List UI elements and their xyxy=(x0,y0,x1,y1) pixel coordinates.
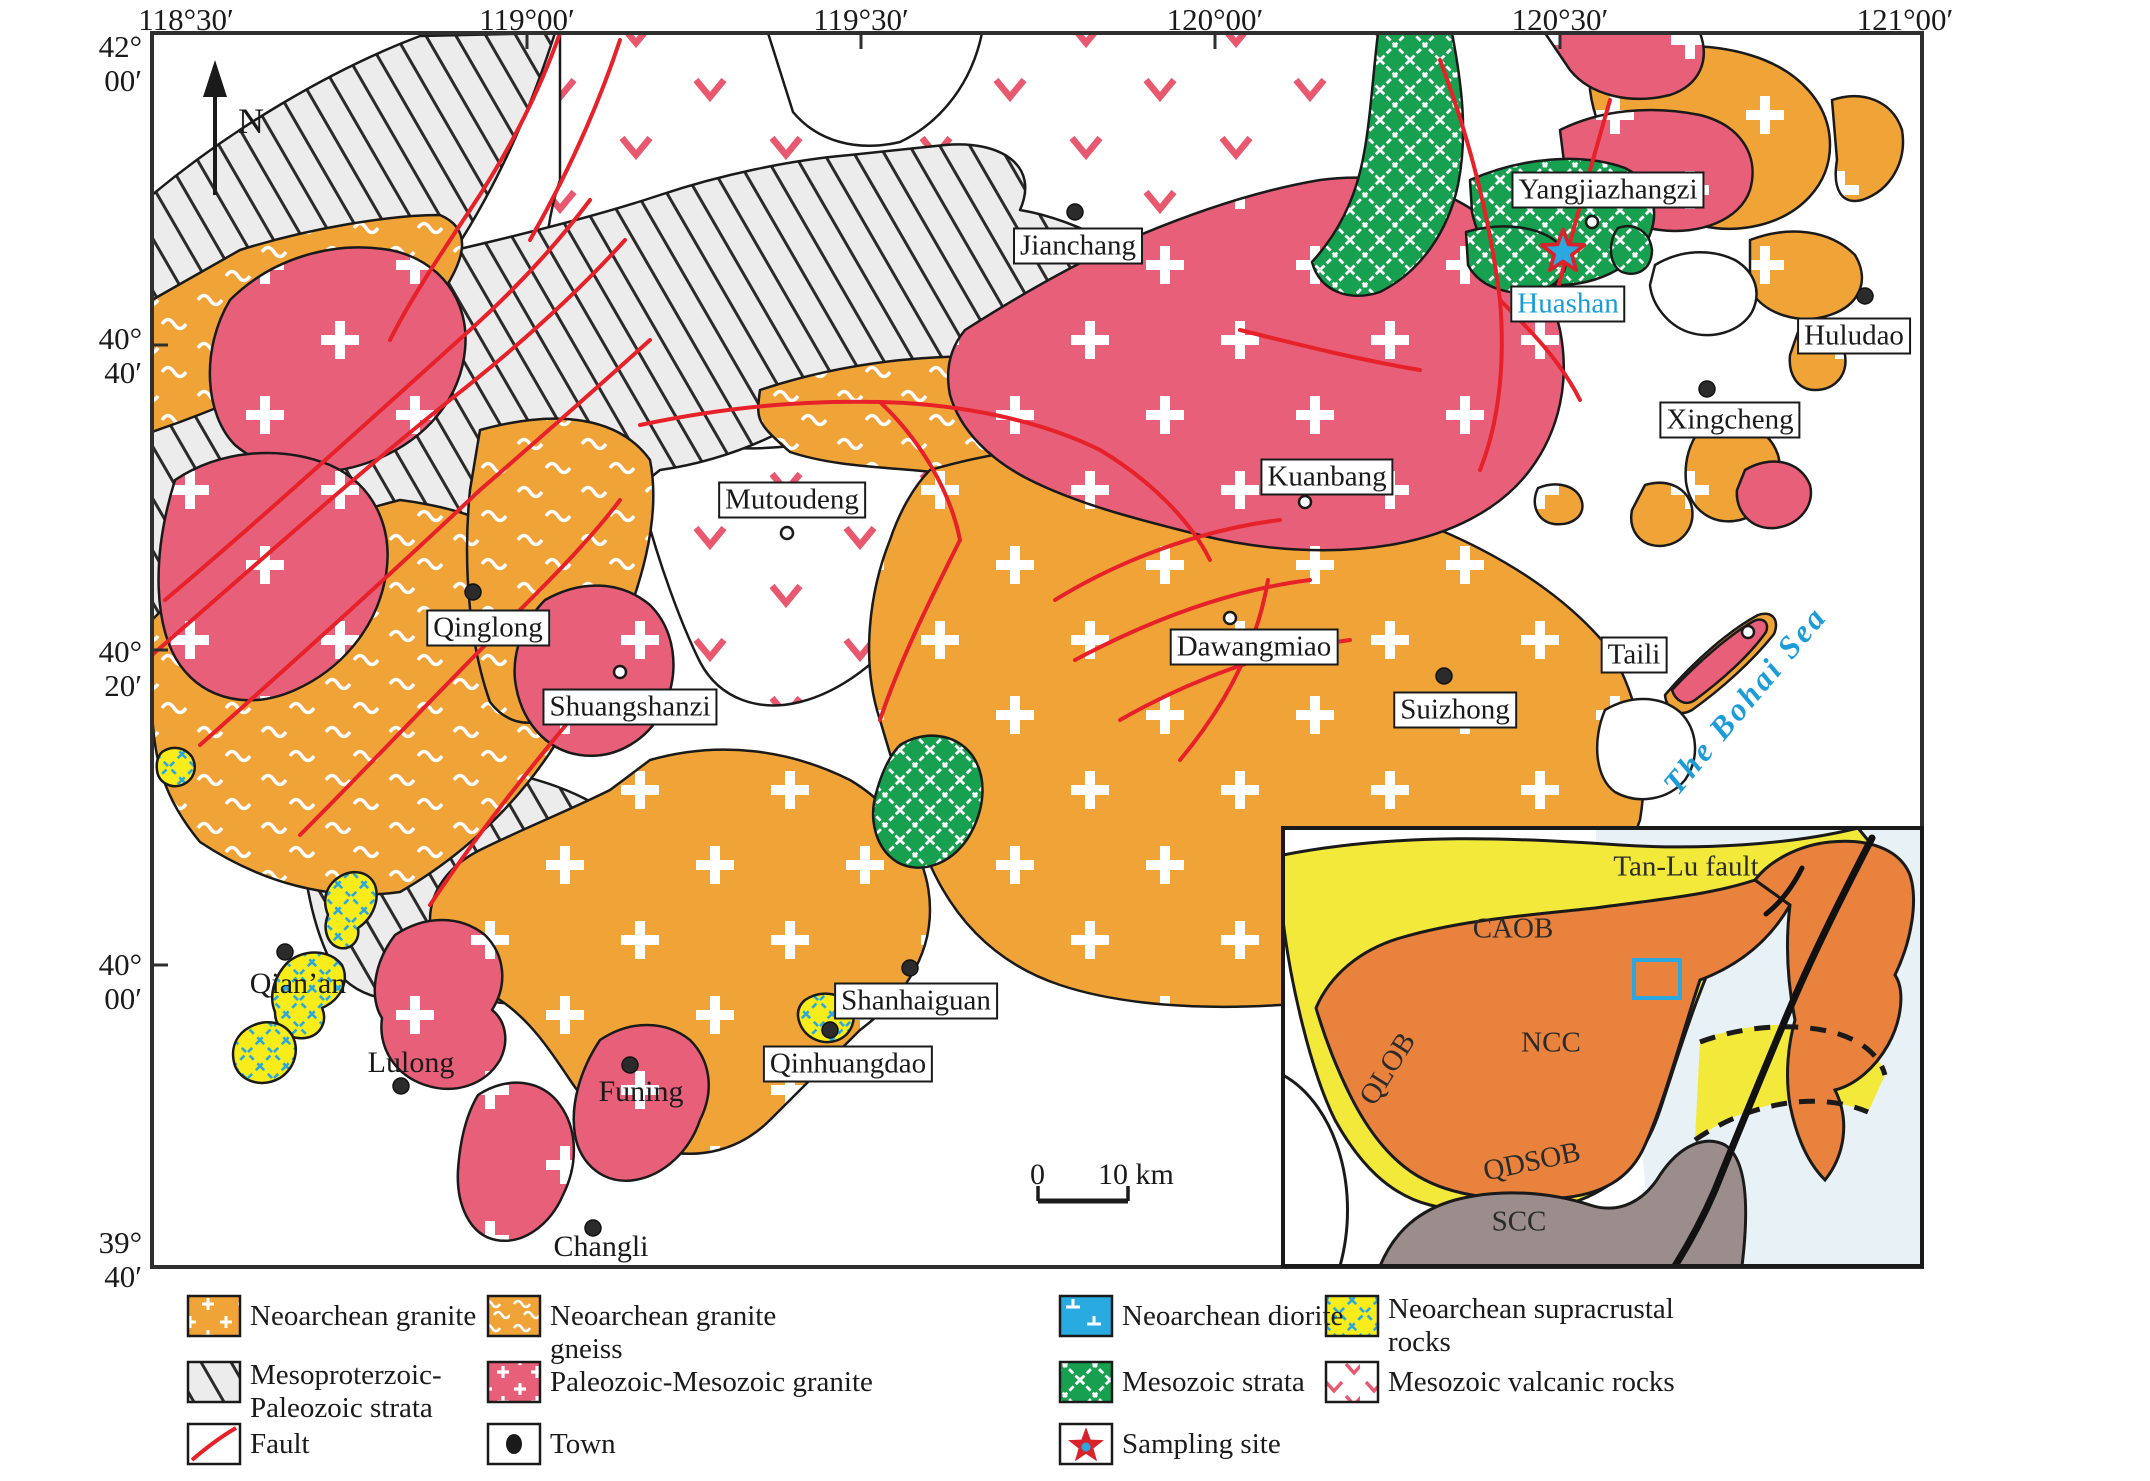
town-label-xingcheng: Xingcheng xyxy=(1659,401,1801,439)
legend-label-mesoproterozoic-strata: Mesoproterzoic-Paleozoic strata xyxy=(250,1359,442,1424)
region-neoarchean-supracrustal xyxy=(155,746,855,1085)
inset-label-scc: SCC xyxy=(1491,1205,1547,1238)
region-paleozoic-mesozoic-granite xyxy=(157,33,1813,1243)
legend-label-mesozoic-strata: Mesozoic strata xyxy=(1122,1366,1305,1398)
town-label-funing: Funing xyxy=(598,1075,684,1108)
compass-label: N xyxy=(238,101,264,141)
town-label-qinhuangdao: Qinhuangdao xyxy=(762,1045,934,1083)
axis-ticks xyxy=(152,33,1562,967)
axis-label-top-1: 119°00′ xyxy=(479,2,575,37)
inset-dashed-sutures xyxy=(1693,1024,1888,1143)
axis-label-left-4: 39° 40′ xyxy=(98,1225,142,1294)
axis-label-left-1: 40° 40′ xyxy=(98,321,142,390)
inset-label-caob: CAOB xyxy=(1472,912,1554,945)
legend-label-sampling-site: Sampling site xyxy=(1122,1428,1281,1460)
town-label-huashan: Huashan xyxy=(1510,285,1626,323)
inset-label-tanlu-fault: Tan-Lu fault xyxy=(1613,850,1759,883)
town-label-shuangshanzi: Shuangshanzi xyxy=(542,688,718,726)
legend-label-neoarchean-diorite: Neoarchean diorite xyxy=(1122,1300,1344,1332)
legend-label-neoarchean-supracrustal: Neoarchean supracrustal rocks xyxy=(1388,1293,1674,1358)
inset-qlob-white-gap xyxy=(1283,1073,1349,1266)
legend-label-town: Town xyxy=(550,1428,616,1460)
legend-label-neoarchean-granite: Neoarchean granite xyxy=(250,1300,477,1332)
town-label-lulong: Lulong xyxy=(367,1046,455,1079)
scale-ten-label: 10 km xyxy=(1098,1158,1174,1191)
axis-label-top-0: 118°30′ xyxy=(138,2,234,37)
inset-ncc-ne-arm xyxy=(1752,839,1915,1183)
legend-swatches xyxy=(186,1294,1380,1466)
inset-scc xyxy=(1378,1139,1748,1266)
legend-label-paleozoic-mesozoic-granite: Paleozoic-Mesozoic granite xyxy=(550,1366,873,1398)
legend-label-fault: Fault xyxy=(250,1428,310,1460)
north-arrow xyxy=(203,60,227,195)
town-label-qinglong: Qinglong xyxy=(426,609,550,647)
fault-lines xyxy=(152,33,1612,907)
scale-bar xyxy=(1036,1186,1130,1204)
town-label-yangjiazhangzi: Yangjiazhangzi xyxy=(1511,171,1705,209)
axis-label-top-4: 120°30′ xyxy=(1511,2,1609,37)
inset-study-area-box xyxy=(1632,958,1682,1000)
scale-zero-label: 0 xyxy=(1030,1158,1045,1191)
inset-label-ncc: NCC xyxy=(1521,1026,1581,1059)
town-label-suizhong: Suizhong xyxy=(1393,691,1517,729)
town-label-huludao: Huludao xyxy=(1797,317,1911,355)
town-label-mutoudeng: Mutoudeng xyxy=(718,481,866,519)
inset-frame xyxy=(1281,826,1924,1268)
town-label-taili: Taili xyxy=(1600,636,1668,674)
axis-label-left-2: 40° 20′ xyxy=(98,634,142,703)
axis-label-left-0: 42° 00′ xyxy=(98,29,142,98)
town-label-qianan: Qian’an xyxy=(249,967,347,1000)
town-label-jianchang: Jianchang xyxy=(1013,227,1143,265)
legend-label-neoarchean-granite-gneiss: Neoarchean granite gneiss xyxy=(550,1300,777,1365)
legend-label-mesozoic-volcanic: Mesozoic valcanic rocks xyxy=(1388,1366,1675,1398)
inset-tanlu-fault-line xyxy=(1671,834,1876,1266)
town-label-shanhaiguan: Shanhaiguan xyxy=(834,982,998,1020)
town-label-changli: Changli xyxy=(553,1230,649,1263)
axis-label-top-5: 121°00′ xyxy=(1856,2,1954,37)
town-label-kuanbang: Kuanbang xyxy=(1260,458,1394,496)
town-label-dawangmiao: Dawangmiao xyxy=(1169,628,1339,666)
town-markers xyxy=(276,203,1874,1237)
sampling-site-star xyxy=(1539,227,1587,273)
axis-label-left-3: 40° 00′ xyxy=(98,947,142,1016)
axis-label-top-3: 120°00′ xyxy=(1166,2,1264,37)
inset-map xyxy=(1283,828,1922,1266)
axis-label-top-2: 119°30′ xyxy=(813,2,909,37)
